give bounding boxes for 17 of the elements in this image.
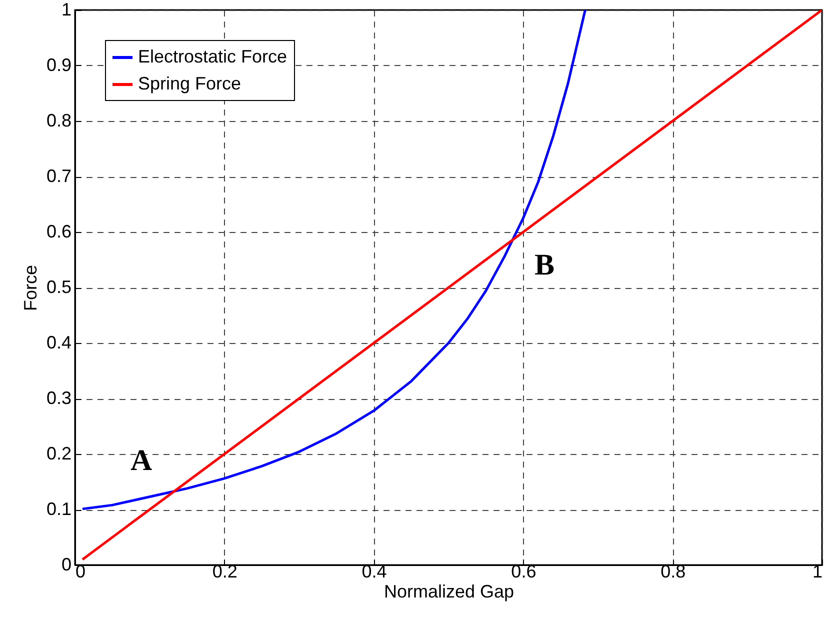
y-tick-label: 0.3 [46, 388, 72, 408]
y-tick-label: 0.6 [46, 222, 72, 242]
y-axis-title: Force [20, 264, 40, 312]
y-tick-label: 0.8 [46, 110, 72, 130]
y-tick-label: 0.2 [46, 444, 72, 464]
legend-label: Electrostatic Force [138, 46, 288, 66]
line-series [81, 10, 586, 510]
annotation: A [130, 444, 153, 478]
annotation: B [534, 248, 555, 282]
y-tick-label: 0.4 [46, 332, 72, 352]
legend-label: Spring Force [138, 74, 242, 94]
y-tick-label: 1 [61, 0, 72, 20]
y-tick-label: 0.9 [46, 55, 72, 75]
y-tick-label: 0.5 [46, 277, 72, 297]
y-tick-label: 0.7 [46, 166, 72, 186]
y-tick-label: 0.1 [46, 499, 72, 519]
x-axis-title: Normalized Gap [384, 582, 514, 602]
